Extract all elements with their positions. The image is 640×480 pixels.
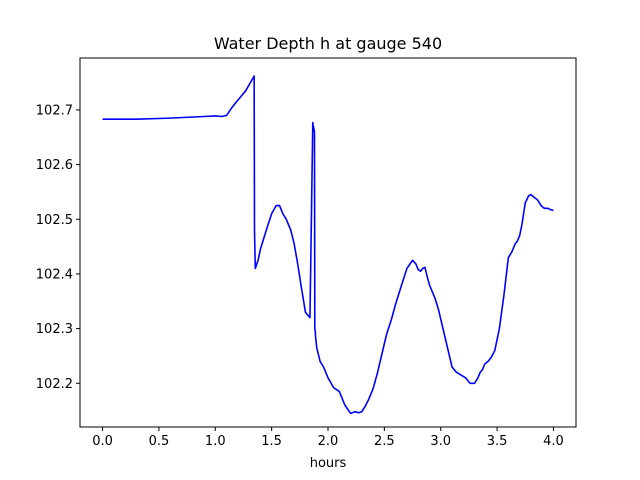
x-tick-label: 0.0: [92, 434, 113, 449]
x-axis: 0.0 0.5 1.0 1.5 2.0 2.5 3.0 3.5 4.0: [92, 427, 564, 449]
y-tick-label: 102.2: [36, 377, 73, 392]
x-tick-label: 2.0: [318, 434, 339, 449]
x-tick-label: 3.0: [430, 434, 451, 449]
y-tick-label: 102.3: [36, 322, 73, 337]
x-axis-label: hours: [310, 456, 347, 471]
series-line-0: [102, 75, 554, 415]
x-tick-label: 1.5: [261, 434, 282, 449]
y-tick-label: 102.4: [36, 267, 73, 282]
x-tick-label: 3.5: [487, 434, 508, 449]
x-tick-label: 1.0: [205, 434, 226, 449]
y-tick-label: 102.6: [36, 158, 73, 173]
x-tick-label: 2.5: [374, 434, 395, 449]
chart-title: Water Depth h at gauge 540: [214, 34, 442, 53]
plot-area: [102, 75, 554, 415]
y-axis: 102.2 102.3 102.4 102.5 102.6 102.7: [36, 103, 80, 392]
y-tick-label: 102.5: [36, 213, 73, 228]
y-tick-label: 102.7: [36, 103, 73, 118]
x-tick-label: 4.0: [543, 434, 564, 449]
x-tick-label: 0.5: [149, 434, 170, 449]
